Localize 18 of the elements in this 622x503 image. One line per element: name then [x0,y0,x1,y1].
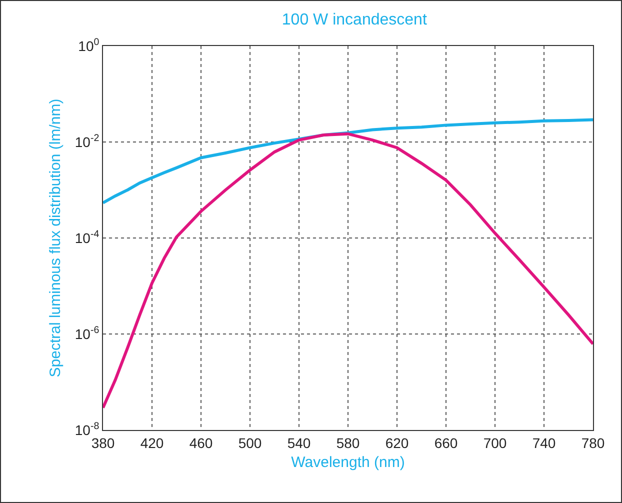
x-axis-title: Wavelength (nm) [291,454,405,471]
x-tick-label: 500 [238,434,262,451]
y-axis-title: Spectral luminous flux distribution (lm/nm) [47,98,64,378]
x-tick-label: 660 [434,434,458,451]
line-series [103,132,593,410]
chart-title: 100 W incandescent [282,12,428,29]
x-tick-label: 700 [483,434,507,451]
y-tick-label: 10$^{-6}$ [74,325,100,342]
x-tick-label: 540 [287,434,311,451]
x-tick-label: 420 [140,434,164,451]
y-tick-label: 10$^{-2}$ [74,133,100,150]
x-tick-label: 780 [581,434,605,451]
x-tick-label: 460 [189,434,213,451]
x-tick-label: 580 [336,434,360,451]
y-tick-label: 10$^{-4}$ [74,229,100,246]
x-tick-label: 620 [385,434,409,451]
y-tick-label: 10$^{0}$ [78,37,100,54]
x-tick-label: 740 [532,434,556,451]
